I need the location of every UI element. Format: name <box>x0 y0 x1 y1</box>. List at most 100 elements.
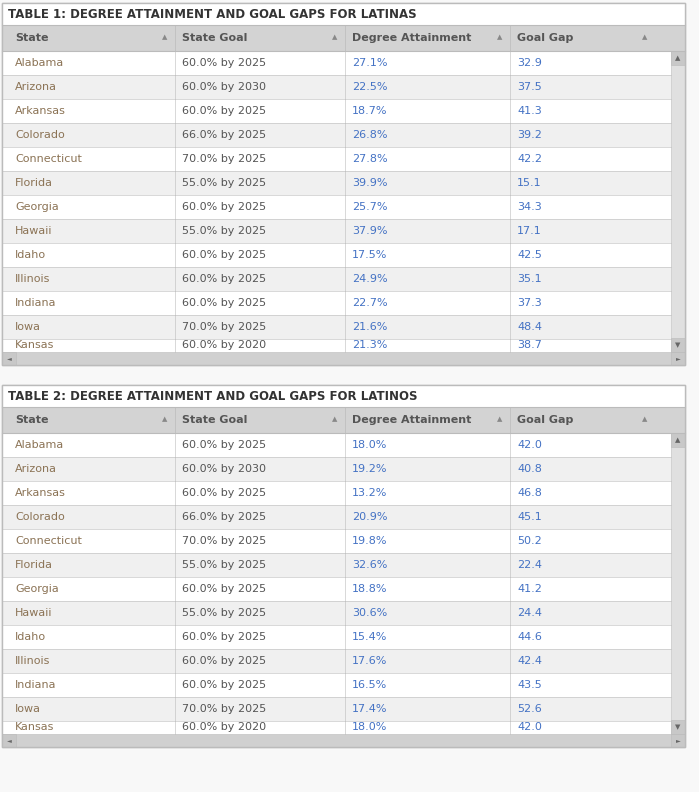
Bar <box>2 315 671 339</box>
Text: 37.9%: 37.9% <box>352 226 387 236</box>
Bar <box>2 734 16 747</box>
Bar <box>2 697 671 721</box>
Text: 17.4%: 17.4% <box>352 704 387 714</box>
Text: 45.1: 45.1 <box>517 512 542 522</box>
Text: 48.4: 48.4 <box>517 322 542 332</box>
Text: Alabama: Alabama <box>15 58 64 68</box>
Bar <box>671 720 685 734</box>
Text: 21.3%: 21.3% <box>352 341 387 351</box>
Text: ▼: ▼ <box>675 724 681 730</box>
Text: ►: ► <box>676 356 680 361</box>
Bar <box>2 407 671 433</box>
Text: 26.8%: 26.8% <box>352 130 387 140</box>
Text: 15.4%: 15.4% <box>352 632 387 642</box>
Text: 43.5: 43.5 <box>517 680 542 690</box>
Text: 60.0% by 2025: 60.0% by 2025 <box>182 106 266 116</box>
Text: State: State <box>15 33 48 43</box>
Bar <box>2 625 671 649</box>
Text: 42.2: 42.2 <box>517 154 542 164</box>
Text: 60.0% by 2025: 60.0% by 2025 <box>182 298 266 308</box>
Text: ►: ► <box>676 738 680 743</box>
Text: 42.0: 42.0 <box>517 722 542 733</box>
Text: 42.0: 42.0 <box>517 440 542 450</box>
Text: 38.7: 38.7 <box>517 341 542 351</box>
Text: 22.7%: 22.7% <box>352 298 388 308</box>
Text: Goal Gap: Goal Gap <box>517 415 573 425</box>
Text: 55.0% by 2025: 55.0% by 2025 <box>182 226 266 236</box>
Bar <box>671 338 685 352</box>
Text: State Goal: State Goal <box>182 33 247 43</box>
Text: 15.1: 15.1 <box>517 178 542 188</box>
Text: TABLE 1: DEGREE ATTAINMENT AND GOAL GAPS FOR LATINAS: TABLE 1: DEGREE ATTAINMENT AND GOAL GAPS… <box>8 7 417 21</box>
Bar <box>2 601 671 625</box>
Text: ◄: ◄ <box>6 356 11 361</box>
Text: 60.0% by 2025: 60.0% by 2025 <box>182 632 266 642</box>
Bar <box>2 195 671 219</box>
Text: Georgia: Georgia <box>15 584 59 594</box>
Text: 13.2%: 13.2% <box>352 488 387 498</box>
Text: 32.6%: 32.6% <box>352 560 387 570</box>
Text: 70.0% by 2025: 70.0% by 2025 <box>182 154 266 164</box>
Text: Arkansas: Arkansas <box>15 488 66 498</box>
Text: Degree Attainment: Degree Attainment <box>352 415 471 425</box>
Text: 34.3: 34.3 <box>517 202 542 212</box>
Text: 18.8%: 18.8% <box>352 584 387 594</box>
Text: 66.0% by 2025: 66.0% by 2025 <box>182 130 266 140</box>
Text: 60.0% by 2030: 60.0% by 2030 <box>182 464 266 474</box>
Text: 35.1: 35.1 <box>517 274 542 284</box>
Text: ▲: ▲ <box>675 55 681 61</box>
Text: 30.6%: 30.6% <box>352 608 387 618</box>
Text: TABLE 2: DEGREE ATTAINMENT AND GOAL GAPS FOR LATINOS: TABLE 2: DEGREE ATTAINMENT AND GOAL GAPS… <box>8 390 417 402</box>
Text: Iowa: Iowa <box>15 704 41 714</box>
Text: 60.0% by 2025: 60.0% by 2025 <box>182 202 266 212</box>
Bar <box>671 25 685 51</box>
Text: Goal Gap: Goal Gap <box>517 33 573 43</box>
Bar <box>671 407 685 433</box>
Text: 41.3: 41.3 <box>517 106 542 116</box>
Bar <box>2 352 16 365</box>
Bar <box>2 673 671 697</box>
Text: 37.5: 37.5 <box>517 82 542 92</box>
Text: 66.0% by 2025: 66.0% by 2025 <box>182 512 266 522</box>
Text: 55.0% by 2025: 55.0% by 2025 <box>182 608 266 618</box>
Text: 24.4: 24.4 <box>517 608 542 618</box>
Bar <box>2 51 671 75</box>
Text: ▲: ▲ <box>497 416 503 422</box>
Text: 70.0% by 2025: 70.0% by 2025 <box>182 536 266 546</box>
Text: 60.0% by 2025: 60.0% by 2025 <box>182 680 266 690</box>
Bar <box>2 352 685 365</box>
Bar <box>671 433 685 734</box>
Text: 42.4: 42.4 <box>517 656 542 666</box>
Text: Arizona: Arizona <box>15 464 57 474</box>
Bar <box>2 433 671 457</box>
Text: State Goal: State Goal <box>182 415 247 425</box>
Bar <box>2 171 671 195</box>
Text: ▲: ▲ <box>642 416 648 422</box>
Text: 40.8: 40.8 <box>517 464 542 474</box>
Text: 44.6: 44.6 <box>517 632 542 642</box>
Text: 39.9%: 39.9% <box>352 178 387 188</box>
Text: 27.8%: 27.8% <box>352 154 388 164</box>
Text: Georgia: Georgia <box>15 202 59 212</box>
Text: 60.0% by 2025: 60.0% by 2025 <box>182 656 266 666</box>
Text: Kansas: Kansas <box>15 722 55 733</box>
Text: 55.0% by 2025: 55.0% by 2025 <box>182 560 266 570</box>
Text: 60.0% by 2025: 60.0% by 2025 <box>182 584 266 594</box>
Bar <box>2 457 671 481</box>
Text: 25.7%: 25.7% <box>352 202 387 212</box>
Bar <box>2 649 671 673</box>
Text: Idaho: Idaho <box>15 632 46 642</box>
Text: 60.0% by 2025: 60.0% by 2025 <box>182 488 266 498</box>
Text: 60.0% by 2025: 60.0% by 2025 <box>182 58 266 68</box>
Text: Arizona: Arizona <box>15 82 57 92</box>
Bar <box>2 385 685 407</box>
Text: 50.2: 50.2 <box>517 536 542 546</box>
Text: 17.1: 17.1 <box>517 226 542 236</box>
Text: 18.7%: 18.7% <box>352 106 387 116</box>
Text: 32.9: 32.9 <box>517 58 542 68</box>
Text: 41.2: 41.2 <box>517 584 542 594</box>
Text: 39.2: 39.2 <box>517 130 542 140</box>
Text: 24.9%: 24.9% <box>352 274 388 284</box>
Text: ▲: ▲ <box>332 416 338 422</box>
Bar <box>2 291 671 315</box>
